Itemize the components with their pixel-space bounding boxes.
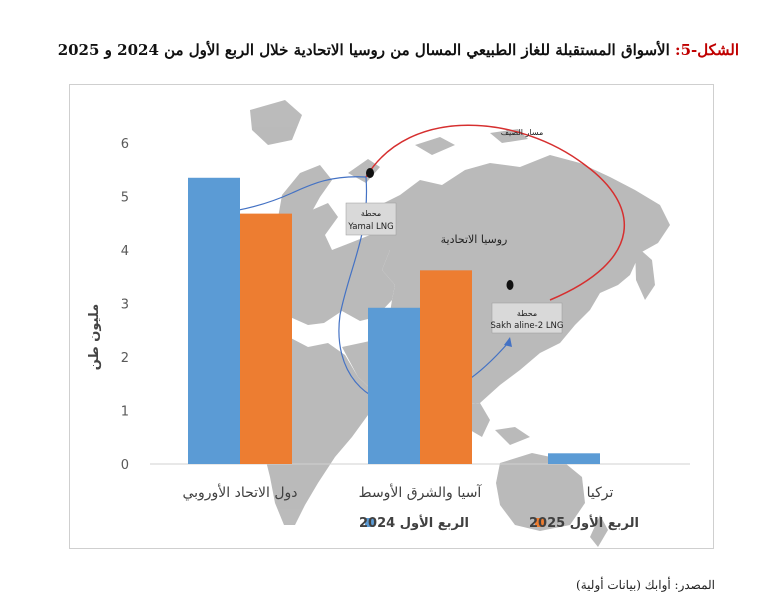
chart-frame: محطة Yamal LNG محطة Sakh aline-2 LNG مسا…	[69, 84, 714, 549]
chart-svg: محطة Yamal LNG محطة Sakh aline-2 LNG مسا…	[87, 100, 690, 547]
bar-2025-1	[420, 270, 472, 464]
russia-label: روسيا الاتحادية	[441, 233, 508, 246]
sakhalin-station-label: محطة	[517, 309, 537, 318]
y-tick-label: 0	[121, 458, 129, 473]
sakhalin-marker: محطة Sakh aline-2 LNG	[490, 280, 564, 334]
bar-2024-0	[188, 177, 240, 464]
bar-2025-0	[240, 213, 292, 464]
yamal-name-label: Yamal LNG	[347, 222, 393, 232]
figure-number: الشكل-5:	[675, 41, 739, 59]
winter-route-arrow	[504, 337, 512, 347]
figure-caption: الأسواق المستقبلة للغاز الطبيعي المسال م…	[57, 41, 676, 59]
y-tick-label: 5	[121, 191, 129, 206]
x-axis-labels: دول الاتحاد الأوروبي آسيا والشرق الأوسط تر…	[182, 483, 613, 501]
map-greenland	[250, 100, 302, 145]
legend-label-2025: الربع الأول 2025	[529, 514, 639, 531]
y-tick-label: 4	[121, 244, 129, 259]
map-new-zealand	[590, 515, 608, 547]
bars-group	[188, 177, 600, 464]
y-tick-label: 1	[121, 405, 129, 420]
source-note: المصدر: أوابك (بيانات أولية)	[576, 578, 715, 592]
map-southeast-asia	[462, 403, 530, 445]
y-tick-label: 6	[121, 137, 129, 152]
bar-2024-1	[368, 307, 420, 464]
legend: الربع الأول 2025 الربع الأول 2024	[359, 514, 639, 531]
yamal-marker: محطة Yamal LNG	[345, 168, 397, 236]
legend-swatch-2024	[365, 518, 374, 527]
y-axis-label: مليون طن	[87, 304, 102, 370]
yamal-station-label: محطة	[361, 209, 381, 218]
map-kamchatka	[635, 245, 655, 300]
winter-route-line-europe	[219, 176, 367, 214]
x-tick-label: آسيا والشرق الأوسط	[359, 483, 483, 501]
y-tick-label: 3	[121, 298, 129, 313]
sakhalin-name-label: Sakh aline-2 LNG	[490, 321, 563, 331]
map-australia	[496, 453, 585, 531]
chart-title: الشكل-5: الأسواق المستقبلة للغاز الطبيعي…	[19, 40, 739, 61]
legend-label-2024: الربع الأول 2024	[359, 514, 469, 531]
y-tick-label: 2	[121, 351, 129, 366]
bar-2024-2	[548, 453, 600, 464]
x-tick-label: تركيا	[587, 485, 614, 501]
legend-swatch-2025	[535, 518, 544, 527]
summer-route-line	[365, 124, 626, 301]
x-tick-label: دول الاتحاد الأوروبي	[182, 483, 297, 501]
y-axis: 0 1 2 3 4 5 6	[121, 137, 129, 473]
summer-route-label: مسار الصيف	[501, 128, 544, 137]
